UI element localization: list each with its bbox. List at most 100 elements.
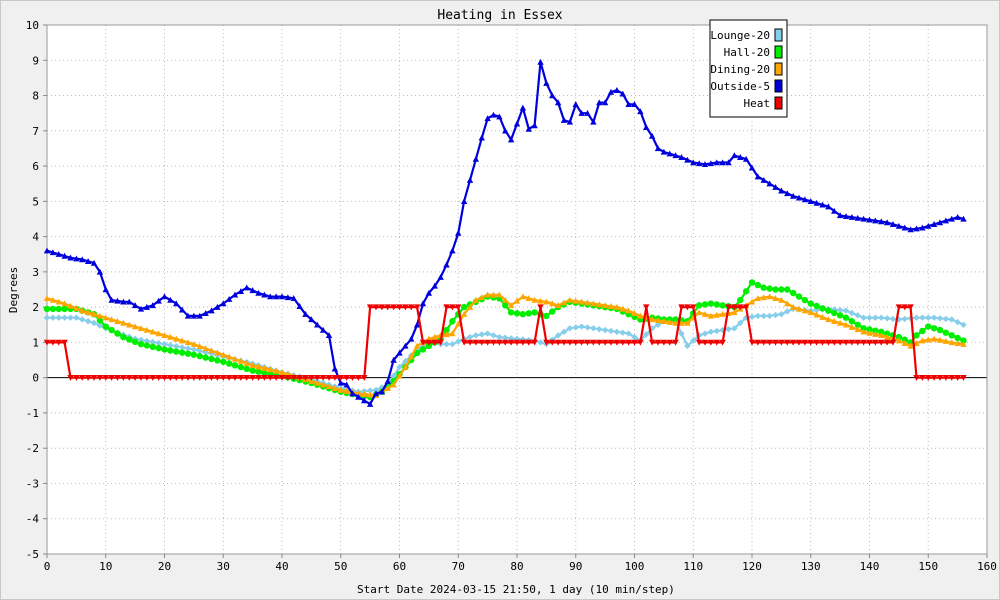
data-point-hall-20 xyxy=(948,332,955,339)
data-point-heat xyxy=(255,374,262,381)
data-point-hall-20 xyxy=(214,357,221,364)
data-point-outside-5 xyxy=(120,298,127,305)
data-point-outside-5 xyxy=(648,132,656,139)
data-point-dining-20 xyxy=(625,307,632,314)
data-point-outside-5 xyxy=(490,111,497,118)
data-point-heat xyxy=(443,304,450,311)
data-point-hall-20 xyxy=(766,285,773,292)
data-point-lounge-20 xyxy=(601,326,609,334)
data-point-hall-20 xyxy=(672,316,679,323)
data-point-outside-5 xyxy=(331,365,339,372)
data-point-outside-5 xyxy=(390,356,397,363)
data-point-hall-20 xyxy=(930,325,938,332)
data-point-heat xyxy=(578,339,585,346)
data-point-dining-20 xyxy=(654,317,662,324)
data-point-dining-20 xyxy=(584,299,591,306)
legend-box xyxy=(709,19,788,118)
data-point-dining-20 xyxy=(178,337,186,344)
data-point-dining-20 xyxy=(90,310,98,317)
x-tick-label: 150 xyxy=(918,560,938,573)
data-point-dining-20 xyxy=(925,336,932,343)
data-point-heat xyxy=(925,374,932,381)
data-point-heat xyxy=(549,339,556,346)
data-point-outside-5 xyxy=(372,390,380,397)
data-point-dining-20 xyxy=(319,381,327,388)
data-point-heat xyxy=(878,339,885,346)
data-point-lounge-20 xyxy=(878,314,885,321)
data-point-dining-20 xyxy=(883,333,891,340)
data-point-outside-5 xyxy=(954,214,961,220)
data-point-outside-5 xyxy=(543,79,550,86)
data-point-dining-20 xyxy=(666,318,673,325)
data-point-dining-20 xyxy=(848,323,856,330)
data-point-lounge-20 xyxy=(948,316,955,323)
data-point-heat xyxy=(484,339,491,346)
data-point-heat xyxy=(96,374,104,381)
data-point-hall-20 xyxy=(531,309,538,316)
series-outside-5 xyxy=(43,58,967,407)
data-point-dining-20 xyxy=(936,336,944,343)
data-point-lounge-20 xyxy=(84,318,92,325)
data-point-heat xyxy=(872,339,879,346)
data-point-heat xyxy=(930,374,938,381)
data-point-heat xyxy=(560,339,568,346)
data-point-dining-20 xyxy=(807,309,814,316)
data-point-hall-20 xyxy=(61,305,68,313)
data-point-heat xyxy=(272,374,280,381)
data-point-heat xyxy=(613,339,621,346)
data-point-hall-20 xyxy=(760,284,767,291)
data-point-dining-20 xyxy=(361,390,368,397)
data-point-hall-20 xyxy=(114,330,121,337)
data-point-dining-20 xyxy=(108,316,115,323)
data-point-heat xyxy=(225,374,233,381)
data-point-heat xyxy=(707,339,715,346)
data-point-dining-20 xyxy=(131,323,139,330)
data-point-outside-5 xyxy=(502,127,509,134)
data-point-dining-20 xyxy=(590,300,597,307)
data-point-outside-5 xyxy=(402,342,409,349)
data-point-heat xyxy=(831,339,838,346)
x-tick-label: 130 xyxy=(801,560,821,573)
data-point-dining-20 xyxy=(748,298,756,305)
data-point-lounge-20 xyxy=(149,338,156,346)
data-point-outside-5 xyxy=(537,58,544,65)
data-point-heat xyxy=(754,339,762,346)
data-point-heat xyxy=(631,339,638,346)
data-point-lounge-20 xyxy=(737,319,744,327)
data-point-hall-20 xyxy=(543,312,550,320)
data-point-outside-5 xyxy=(742,155,750,162)
data-point-hall-20 xyxy=(960,337,967,344)
data-point-heat xyxy=(43,339,51,346)
data-point-outside-5 xyxy=(202,310,209,317)
data-point-heat xyxy=(531,339,538,346)
data-point-outside-5 xyxy=(643,124,650,130)
data-point-lounge-20 xyxy=(466,333,474,341)
data-point-heat xyxy=(942,374,950,381)
data-point-hall-20 xyxy=(525,310,532,317)
data-point-heat xyxy=(619,339,626,346)
x-axis-label: Start Date 2024-03-15 21:50, 1 day (10 m… xyxy=(357,583,675,596)
data-point-dining-20 xyxy=(948,339,955,346)
data-point-dining-20 xyxy=(836,319,844,326)
data-point-lounge-20 xyxy=(607,327,615,335)
data-point-dining-20 xyxy=(572,297,579,304)
data-point-lounge-20 xyxy=(854,312,861,319)
data-point-heat xyxy=(813,339,820,346)
data-point-dining-20 xyxy=(678,319,685,326)
data-point-dining-20 xyxy=(272,367,280,374)
data-point-outside-5 xyxy=(607,88,615,95)
data-point-outside-5 xyxy=(419,300,427,307)
data-point-lounge-20 xyxy=(766,312,773,320)
legend-swatch xyxy=(774,79,783,93)
data-point-outside-5 xyxy=(231,291,239,298)
data-point-lounge-20 xyxy=(901,315,908,323)
data-point-outside-5 xyxy=(102,286,109,293)
data-point-heat xyxy=(866,339,873,346)
data-point-outside-5 xyxy=(789,192,797,199)
data-point-outside-5 xyxy=(178,306,186,313)
data-point-outside-5 xyxy=(901,224,908,231)
data-point-dining-20 xyxy=(842,321,850,328)
data-point-heat xyxy=(231,374,239,381)
data-point-outside-5 xyxy=(208,307,215,314)
data-point-dining-20 xyxy=(490,291,497,298)
